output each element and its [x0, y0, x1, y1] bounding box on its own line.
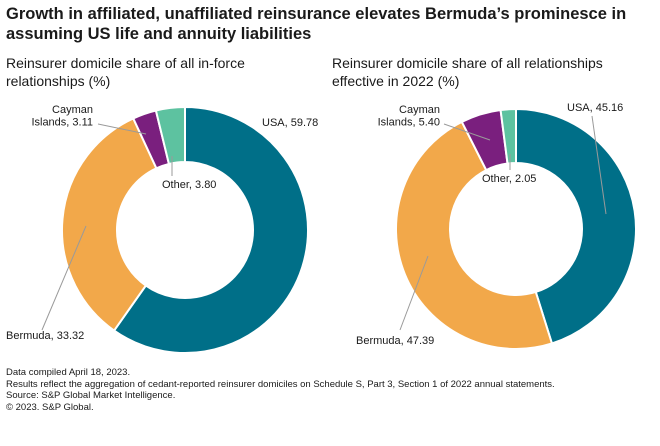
footer-copyright: © 2023. S&P Global.: [6, 401, 94, 413]
left-slice-other: [154, 105, 186, 166]
right-label-cayman-islands: Cayman Islands, 5.40: [378, 104, 440, 129]
left-label-bermuda: Bermuda, 33.32: [6, 330, 84, 342]
right-chart-subtitle: Reinsurer domicile share of all relation…: [332, 55, 603, 89]
left-slice-usa: [112, 105, 309, 354]
footer-date-note: Data compiled April 18, 2023.: [6, 367, 131, 378]
chart-footer: Data compiled April 18, 2023. Results re…: [6, 367, 646, 413]
left-donut-chart: USA, 59.78 Bermuda, 33.32 Cayman Islands, 3…: [6, 104, 318, 354]
left-label-other: Other, 3.80: [162, 179, 216, 191]
right-label-other: Other, 2.05: [482, 173, 536, 185]
right-donut-chart: USA, 45.16 Bermuda, 47.39 Cayman Islands, 5…: [356, 102, 637, 350]
left-label-usa: USA, 59.78: [262, 117, 318, 129]
right-leader-cayman-islands: [443, 123, 491, 141]
right-leader-bermuda: [399, 255, 429, 331]
chart-title: Growth in affiliated, unaffiliated reins…: [6, 5, 627, 43]
right-slice-other: [499, 107, 517, 165]
right-slice-bermuda: [395, 120, 554, 350]
left-slice-bermuda: [61, 117, 158, 332]
right-slice-usa: [515, 107, 637, 345]
right-leader-usa: [591, 115, 607, 215]
right-label-bermuda: Bermuda, 47.39: [356, 335, 434, 347]
left-leader-cayman-islands: [97, 123, 147, 135]
right-label-usa: USA, 45.16: [567, 102, 623, 114]
left-chart-subtitle: Reinsurer domicile share of all in-force…: [6, 55, 245, 89]
footer-methodology-note: Results reflect the aggregation of cedan…: [6, 378, 555, 390]
left-label-cayman-islands: Cayman Islands, 3.11: [31, 104, 93, 129]
footer-source: Source: S&P Global Market Intelligence.: [6, 390, 176, 402]
left-leader-bermuda: [41, 225, 87, 331]
